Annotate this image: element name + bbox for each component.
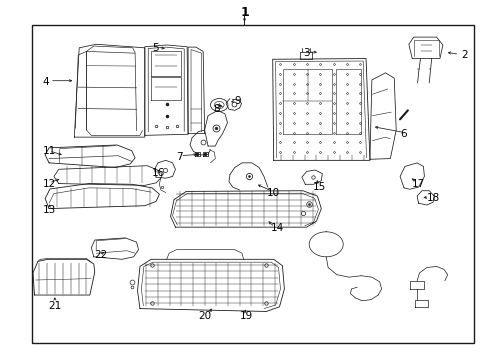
Text: 20: 20	[198, 311, 211, 321]
Text: 15: 15	[312, 182, 325, 192]
Text: 21: 21	[48, 301, 61, 311]
Text: 17: 17	[411, 179, 425, 189]
Text: 10: 10	[266, 188, 279, 198]
Text: 3: 3	[302, 48, 309, 58]
Text: 11: 11	[42, 147, 56, 157]
Text: 16: 16	[152, 168, 165, 178]
Text: 5: 5	[152, 43, 159, 53]
Text: 12: 12	[42, 179, 56, 189]
Text: 9: 9	[234, 96, 241, 107]
Text: 7: 7	[176, 152, 183, 162]
Text: 18: 18	[426, 193, 439, 203]
Text: 19: 19	[239, 311, 252, 321]
Text: 6: 6	[399, 129, 406, 139]
Text: 8: 8	[213, 104, 220, 113]
Text: 1: 1	[240, 6, 248, 19]
Text: 13: 13	[42, 205, 56, 215]
Text: 14: 14	[271, 223, 284, 233]
Text: 4: 4	[42, 77, 49, 87]
Text: 2: 2	[460, 50, 467, 60]
Text: 22: 22	[94, 250, 107, 260]
Bar	[32, 25, 473, 342]
